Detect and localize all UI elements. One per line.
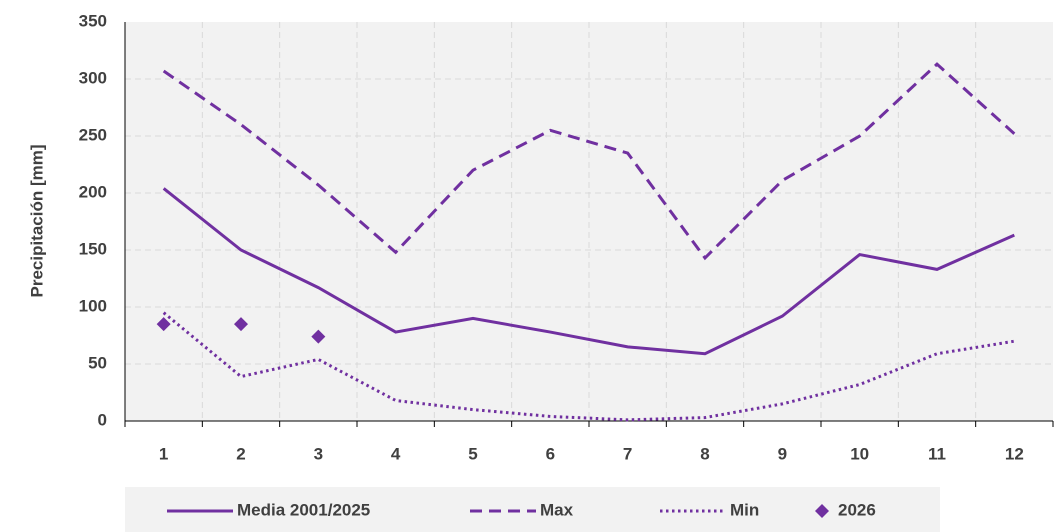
x-tick-label: 7: [623, 444, 632, 463]
x-tick-label: 6: [546, 444, 555, 463]
legend-label: Min: [730, 500, 759, 519]
x-tick-label: 9: [778, 444, 787, 463]
y-axis-label: Precipitación [mm]: [27, 144, 46, 297]
point: [156, 317, 171, 332]
legend-label: Max: [540, 500, 574, 519]
point: [234, 317, 248, 332]
y-tick-label: 150: [79, 239, 107, 258]
x-tick-label: 10: [850, 444, 869, 463]
x-tick-label: 2: [236, 444, 245, 463]
x-tick-label: 3: [314, 444, 323, 463]
legend-label: 2026: [838, 500, 876, 519]
y-tick-label: 100: [79, 296, 107, 315]
plot-area: [125, 22, 1053, 421]
x-tick-label: 12: [1005, 444, 1024, 463]
point: [311, 329, 326, 344]
x-tick-label: 11: [928, 444, 946, 463]
y-tick-label: 350: [79, 11, 107, 30]
x-tick-label: 1: [159, 444, 168, 463]
series-line: [162, 62, 1016, 261]
x-tick-label: 5: [468, 444, 477, 463]
y-tick-label: 200: [79, 182, 107, 201]
y-tick-label: 300: [79, 68, 107, 87]
y-tick-label: 0: [98, 410, 107, 429]
x-tick-label: 8: [700, 444, 709, 463]
legend-label: Media 2001/2025: [237, 500, 370, 519]
y-tick-label: 250: [79, 125, 107, 144]
x-tick-label: 4: [391, 444, 401, 463]
series-line: [162, 187, 1015, 356]
y-tick-label: 50: [88, 353, 107, 372]
legend-marker: [815, 504, 829, 518]
